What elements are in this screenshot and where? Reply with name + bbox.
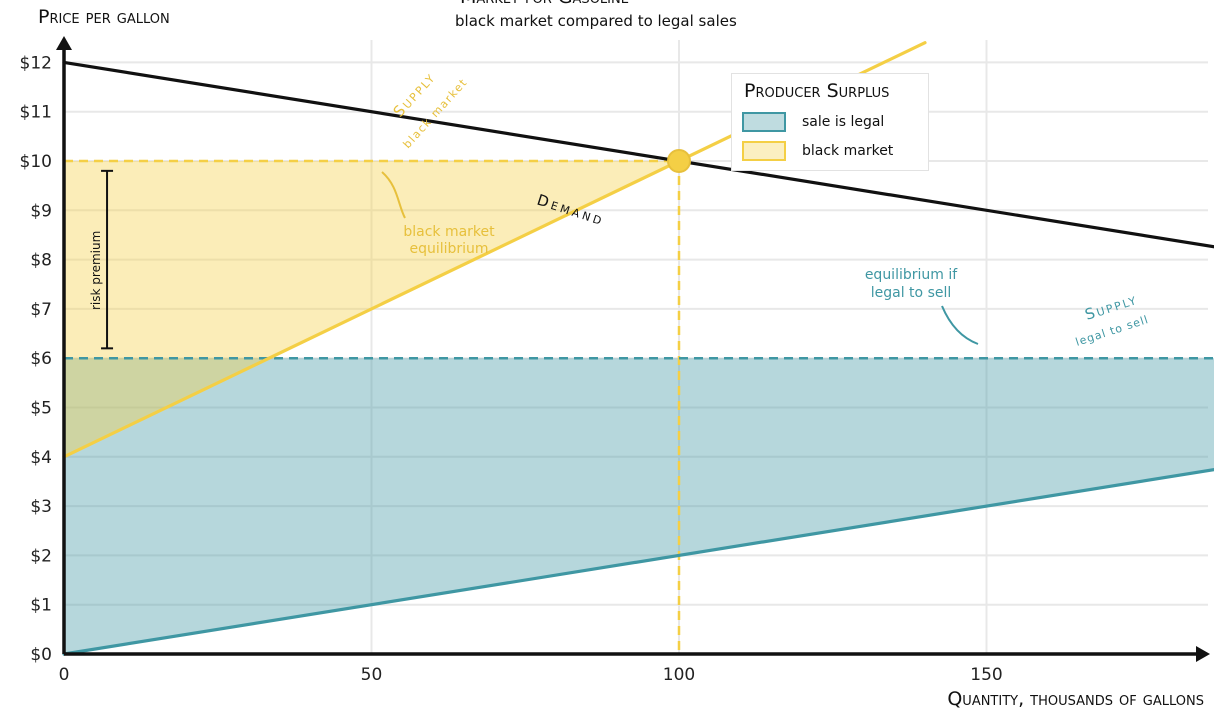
legend-label-black: black market (802, 143, 894, 159)
x-tick-label: 50 (361, 665, 383, 685)
legal-eq-pointer (941, 305, 979, 345)
y-tick-label: $6 (30, 349, 52, 369)
y-tick-label: $1 (30, 596, 52, 616)
y-tick-label: $12 (20, 53, 52, 73)
risk-premium-label: risk premium (89, 231, 103, 310)
surplus-areas (64, 161, 1214, 654)
chart-title: Market for Gasoline (460, 0, 629, 8)
supply-legal-line (62, 468, 1214, 656)
y-tick-label: $10 (20, 152, 52, 172)
legend-item-legal: sale is legal (742, 111, 884, 133)
y-tick-label: $9 (30, 201, 52, 221)
legend: Producer Surplus sale is legal black mar… (731, 73, 929, 171)
legend-item-black: black market (742, 140, 893, 162)
x-axis-arrow (1196, 646, 1210, 662)
y-axis-arrow (56, 36, 72, 50)
x-tick-label: 0 (59, 665, 70, 685)
x-tick-label: 150 (970, 665, 1002, 685)
axes (56, 36, 1210, 662)
x-axis-title: Quantity, thousands of gallons (947, 688, 1204, 710)
black-eq-label-1: black market (403, 224, 495, 240)
black-eq-label-2: equilibrium (409, 241, 488, 257)
legal-eq-label-2: legal to sell (871, 285, 952, 301)
y-tick-label: $0 (30, 645, 52, 665)
black-market-equilibrium-point (667, 149, 691, 173)
y-tick-label: $5 (30, 399, 52, 419)
black-eq-pointer (381, 171, 406, 219)
legend-swatch-legal (742, 112, 786, 132)
equilibrium-points (667, 149, 691, 173)
legend-swatch-black (742, 141, 786, 161)
x-tick-label: 100 (663, 665, 695, 685)
equilibrium-guides (64, 159, 1214, 654)
y-tick-label: $4 (30, 448, 52, 468)
y-tick-label: $8 (30, 251, 52, 271)
y-axis-title: Price per gallon (38, 6, 170, 28)
chart-subtitle: black market compared to legal sales (455, 12, 737, 30)
supply-legal-label-2: legal to sell (1074, 313, 1151, 349)
legal-eq-label-1: equilibrium if (865, 267, 958, 283)
tick-labels: $0$1$2$3$4$5$6$7$8$9$10$11$1205010015020… (20, 53, 1003, 685)
y-tick-label: $7 (30, 300, 52, 320)
legend-title: Producer Surplus (744, 80, 890, 102)
demand-line (62, 60, 1214, 249)
y-tick-label: $3 (30, 497, 52, 517)
legend-label-legal: sale is legal (802, 114, 885, 130)
y-tick-label: $2 (30, 546, 52, 566)
area-sale-is-legal (64, 358, 1214, 654)
y-tick-label: $11 (20, 103, 52, 123)
